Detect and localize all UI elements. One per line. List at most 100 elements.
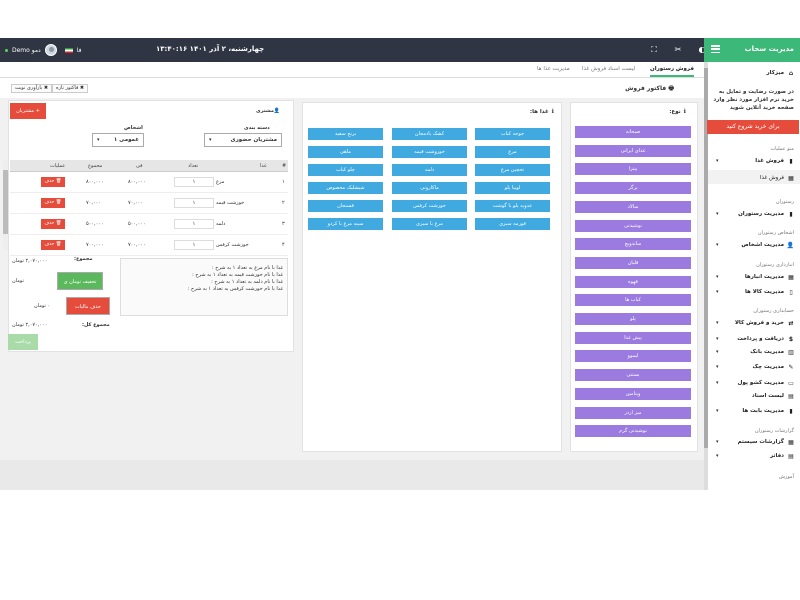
- sidebar-item[interactable]: 👤 مدیریت اشخاص: [712, 240, 794, 250]
- chevron-down-icon[interactable]: ▾: [716, 453, 719, 459]
- user-menu[interactable]: Demo دمو فا: [5, 42, 81, 58]
- chevron-down-icon[interactable]: ▾: [716, 274, 719, 280]
- sidebar-item[interactable]: ▦ مدیریت انبارها: [712, 272, 794, 282]
- sidebar-scrollbar[interactable]: [704, 62, 708, 490]
- category-label: دسته بندی: [244, 125, 270, 131]
- sidebar-item-label: دفاتر: [770, 453, 784, 459]
- category-select[interactable]: مشتریان حضوری ▾: [204, 133, 282, 147]
- category-button[interactable]: ساندویچ: [575, 238, 691, 251]
- tools-icon[interactable]: ✂: [674, 45, 682, 54]
- food-button[interactable]: مرغ: [475, 146, 550, 158]
- chevron-down-icon[interactable]: ▾: [716, 158, 719, 164]
- chevron-down-icon[interactable]: ▾: [716, 242, 719, 248]
- category-button[interactable]: بستنی: [575, 369, 691, 382]
- sidebar-item[interactable]: ✎ مدیریت چک: [712, 362, 794, 372]
- chevron-down-icon[interactable]: ▾: [716, 349, 719, 355]
- category-button[interactable]: کباب ها: [575, 294, 691, 307]
- close-icon: ✖: [42, 85, 49, 91]
- sidebar-item-label: فروش غذا: [759, 175, 784, 181]
- category-button[interactable]: نوشیدنی گرم: [575, 425, 691, 438]
- category-button[interactable]: برگر: [575, 182, 691, 195]
- sidebar-item[interactable]: ▤ لیست اسناد: [712, 391, 794, 401]
- category-button[interactable]: قهوه: [575, 275, 691, 288]
- food-button[interactable]: لوبیا پلو: [475, 182, 550, 194]
- sidebar-item[interactable]: ▤ دفاتر: [712, 451, 794, 461]
- chevron-down-icon[interactable]: ▾: [716, 320, 719, 326]
- top-bar: Demo دمو فا چهارشنبه، ۲ آذر ۱۴۰۱ ۱۳:۴۰:۱…: [0, 38, 706, 62]
- palette-icon[interactable]: ◐: [698, 45, 706, 54]
- sidebar-item[interactable]: $ دریافت و پرداخت: [712, 334, 794, 344]
- sidebar-item[interactable]: ▮ مدیریت بابت ها: [712, 406, 794, 416]
- language-label[interactable]: فا: [76, 46, 82, 54]
- remove-tax-button[interactable]: حذف مالیات: [66, 297, 110, 315]
- chevron-down-icon[interactable]: ▾: [716, 289, 719, 295]
- row-qty-input[interactable]: ۱: [174, 177, 214, 187]
- grid-scrollbar[interactable]: [3, 160, 8, 250]
- food-button[interactable]: سینه مرغ با کردو: [308, 218, 383, 230]
- food-button[interactable]: تحچین مرغ: [475, 164, 550, 176]
- order-notes[interactable]: غذا با نام مرغ به تعداد ۱ به شرح : غذا ب…: [120, 258, 288, 316]
- new-invoice-button[interactable]: ✖ فاکتور تازه: [52, 84, 89, 93]
- food-button[interactable]: جوجه کباب: [475, 128, 550, 140]
- category-button[interactable]: سالاد: [575, 200, 691, 213]
- delete-button[interactable]: 🗑 حذف: [41, 177, 65, 187]
- persons-select[interactable]: عمومی ۱ ▾: [92, 133, 144, 147]
- food-button[interactable]: دلمه: [392, 164, 467, 176]
- category-button[interactable]: میز اردر: [575, 406, 691, 419]
- sidebar-item[interactable]: ▦ گزارشات سیستم: [712, 437, 794, 447]
- category-button[interactable]: نوشیدنی: [575, 219, 691, 232]
- customers-button[interactable]: مشتریان +: [10, 103, 46, 119]
- category-button[interactable]: صبحانه: [575, 126, 691, 138]
- food-button[interactable]: فسنجان: [308, 200, 383, 212]
- food-button[interactable]: شیشلیک مخصوص: [308, 182, 383, 194]
- category-button[interactable]: قلیان: [575, 256, 691, 269]
- food-button[interactable]: خورشت کرفس: [392, 200, 467, 212]
- fullscreen-icon[interactable]: ⛶: [651, 45, 657, 54]
- food-button[interactable]: قورمه سبزی: [475, 218, 550, 230]
- hamburger-menu-icon[interactable]: [711, 45, 720, 54]
- chevron-down-icon[interactable]: ▾: [716, 336, 719, 342]
- food-button[interactable]: خوروشت قیمه: [392, 146, 467, 158]
- delete-button[interactable]: 🗑 حذف: [41, 240, 65, 250]
- sidebar-item[interactable]: ▮ فروش غذا: [712, 156, 794, 166]
- sidebar-item[interactable]: ▥ مدیریت بانک: [712, 347, 794, 357]
- category-button[interactable]: لیموو: [575, 350, 691, 363]
- chevron-down-icon[interactable]: ▾: [716, 439, 719, 445]
- category-button[interactable]: ویتامین: [575, 387, 691, 400]
- reload-turn-button[interactable]: ✖ بازآوری نوبت: [11, 84, 53, 93]
- category-button[interactable]: پیش غذا: [575, 331, 691, 344]
- discount-button[interactable]: تخفیف تومان ی: [57, 272, 103, 290]
- sidebar-item[interactable]: ▮ مدیریت رستوران: [712, 209, 794, 219]
- delete-button[interactable]: 🗑 حذف: [41, 219, 65, 229]
- chevron-down-icon[interactable]: ▾: [716, 364, 719, 370]
- tab-food-management[interactable]: مدیریت غذا ها: [537, 66, 570, 72]
- buy-button[interactable]: برای خرید شروع کنید: [707, 120, 799, 134]
- sidebar-item[interactable]: ▦ فروش غذا: [712, 173, 794, 183]
- row-qty-input[interactable]: ۱: [174, 219, 214, 229]
- tab-restaurant-sales[interactable]: فروش رستوران: [650, 66, 694, 77]
- sidebar-section-title: گزارشات رستوران: [754, 428, 794, 434]
- chevron-down-icon[interactable]: ▾: [716, 211, 719, 217]
- sidebar-item[interactable]: ▭ مدیریت کشو پول: [712, 378, 794, 388]
- food-button[interactable]: ماهی: [308, 146, 383, 158]
- food-button[interactable]: برنج سفید: [308, 128, 383, 140]
- category-button[interactable]: غذای ایرانی: [575, 144, 691, 157]
- user-name: Demo دمو: [12, 46, 41, 54]
- chevron-down-icon[interactable]: ▾: [716, 380, 719, 386]
- food-button[interactable]: مرغ با سبزی: [392, 218, 467, 230]
- pay-button[interactable]: پرداخت: [8, 334, 38, 350]
- tab-sales-documents[interactable]: لیست اسناد فروش غذا: [582, 66, 636, 72]
- food-button[interactable]: کشک بادمجان: [392, 128, 467, 140]
- sidebar-item[interactable]: ▯ مدیریت کالا ها: [712, 287, 794, 297]
- row-qty-input[interactable]: ۱: [174, 198, 214, 208]
- chevron-down-icon[interactable]: ▾: [716, 408, 719, 414]
- sidebar-item-desk[interactable]: ⌂ میزکار: [766, 69, 794, 77]
- category-button[interactable]: پلو: [575, 313, 691, 325]
- sidebar-item[interactable]: ⇄ خرید و فروش کالا: [712, 318, 794, 328]
- food-button[interactable]: عدویه پلو با گوشت: [475, 200, 550, 212]
- food-button[interactable]: ماکارونی: [392, 182, 467, 194]
- food-button[interactable]: چلو کباب: [308, 164, 383, 176]
- row-qty-input[interactable]: ۱: [174, 240, 214, 250]
- category-button[interactable]: پیتزا: [575, 163, 691, 176]
- delete-button[interactable]: 🗑 حذف: [41, 198, 65, 208]
